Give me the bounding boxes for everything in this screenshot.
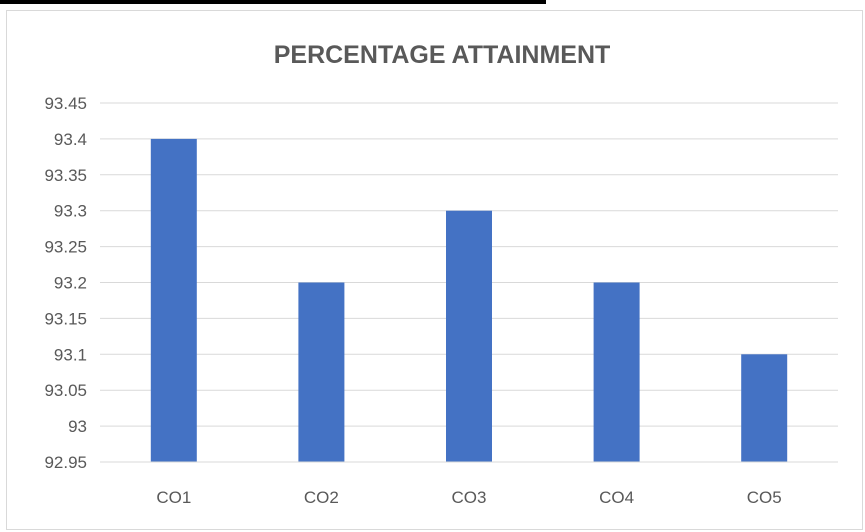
bar-co4 [593,282,640,462]
y-tick-label: 93.45 [44,94,87,113]
y-tick-label: 92.95 [44,453,87,472]
bar-co3 [446,210,492,462]
y-tick-label: 93.3 [54,202,87,221]
x-tick-label: CO2 [304,488,339,507]
x-tick-label: CO3 [452,488,487,507]
chart-title: PERCENTAGE ATTAINMENT [274,41,611,69]
y-tick-label: 93.25 [44,238,87,257]
y-tick-label: 93.1 [54,345,87,364]
y-tick-label: 93.35 [44,166,87,185]
x-axis-labels: CO1 CO2 CO3 CO4 CO5 [156,488,781,507]
y-tick-label: 93 [68,417,87,436]
x-tick-label: CO1 [156,488,191,507]
y-tick-label: 93.15 [44,309,87,328]
y-tick-label: 93.05 [44,381,87,400]
bars [150,138,788,462]
y-axis-labels: 92.95 93 93.05 93.1 93.15 93.2 93.25 93.3 93.35 9… [44,94,87,472]
bar-co1 [150,138,197,462]
y-tick-label: 93.4 [54,130,87,149]
bar-co2 [298,282,345,462]
y-tick-label: 93.2 [54,274,87,293]
top-rule [0,0,546,4]
x-tick-label: CO4 [599,488,634,507]
chart-frame [6,10,863,530]
x-tick-label: CO5 [747,488,782,507]
bar-co5 [741,354,788,462]
